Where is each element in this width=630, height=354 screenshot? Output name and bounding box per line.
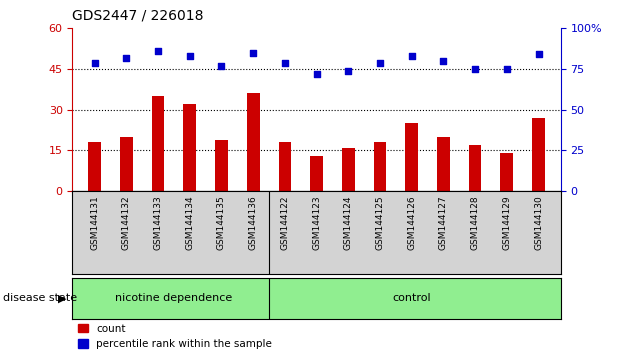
Point xyxy=(438,58,449,64)
Bar xyxy=(152,96,164,191)
Point xyxy=(406,53,416,59)
Point xyxy=(312,71,322,77)
Point xyxy=(501,66,512,72)
Bar xyxy=(215,139,228,191)
Bar xyxy=(310,156,323,191)
Text: GSM144126: GSM144126 xyxy=(407,195,416,250)
Point xyxy=(122,55,132,61)
Bar xyxy=(532,118,545,191)
Text: control: control xyxy=(392,293,431,303)
Text: GSM144130: GSM144130 xyxy=(534,195,543,250)
Bar xyxy=(183,104,196,191)
Text: GSM144129: GSM144129 xyxy=(502,195,512,250)
Point xyxy=(217,63,227,69)
Text: GSM144134: GSM144134 xyxy=(185,195,194,250)
Text: GSM144127: GSM144127 xyxy=(439,195,448,250)
Point xyxy=(375,60,385,65)
Point xyxy=(248,50,258,56)
Point xyxy=(343,68,353,74)
Bar xyxy=(374,142,386,191)
Text: ▶: ▶ xyxy=(58,293,66,303)
Text: GSM144122: GSM144122 xyxy=(280,195,289,250)
Text: GSM144136: GSM144136 xyxy=(249,195,258,250)
Text: GSM144131: GSM144131 xyxy=(90,195,99,250)
Text: GSM144124: GSM144124 xyxy=(344,195,353,250)
Text: disease state: disease state xyxy=(3,293,77,303)
Bar xyxy=(342,148,355,191)
Text: GSM144132: GSM144132 xyxy=(122,195,131,250)
Bar xyxy=(405,123,418,191)
Point xyxy=(534,52,544,57)
Point xyxy=(280,60,290,65)
Bar xyxy=(88,142,101,191)
Bar xyxy=(247,93,260,191)
Bar xyxy=(120,137,133,191)
Text: GSM144128: GSM144128 xyxy=(471,195,479,250)
Bar xyxy=(437,137,450,191)
Text: GSM144125: GSM144125 xyxy=(375,195,384,250)
Point xyxy=(89,60,100,65)
Bar xyxy=(278,142,291,191)
Bar xyxy=(469,145,481,191)
Bar xyxy=(500,153,513,191)
Text: nicotine dependence: nicotine dependence xyxy=(115,293,232,303)
Text: GDS2447 / 226018: GDS2447 / 226018 xyxy=(72,9,204,23)
Point xyxy=(185,53,195,59)
Point xyxy=(153,48,163,54)
Text: GSM144135: GSM144135 xyxy=(217,195,226,250)
Legend: count, percentile rank within the sample: count, percentile rank within the sample xyxy=(77,324,272,349)
Text: GSM144133: GSM144133 xyxy=(154,195,163,250)
Point xyxy=(470,66,480,72)
Text: GSM144123: GSM144123 xyxy=(312,195,321,250)
